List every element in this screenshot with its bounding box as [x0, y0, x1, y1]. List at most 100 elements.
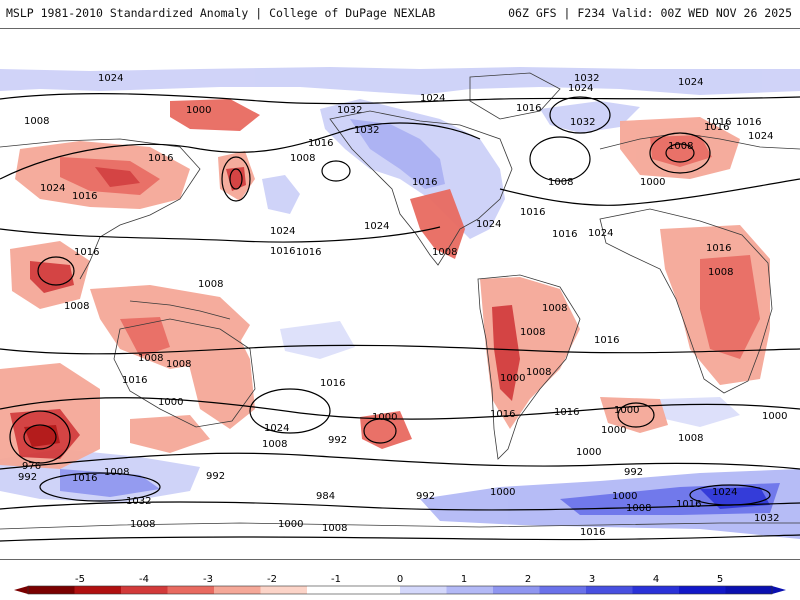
coast-north-america: [329, 110, 513, 266]
isobar-label: 1008: [708, 267, 733, 278]
colorbar-ticks: -5 -4 -3 -2 -1 0 1 2 3 4 5: [75, 574, 723, 585]
isobar-label: 1008: [548, 177, 573, 188]
coast-asia: [0, 138, 201, 280]
colorbar-tick-label: -5: [75, 574, 85, 585]
isobar-label: 1016: [552, 229, 577, 240]
isobar-southern-3: [0, 501, 800, 511]
coast-australia: [113, 318, 256, 428]
isobars: [0, 93, 800, 542]
isobar-label: 1016: [676, 499, 701, 510]
colorbar-swatch: [400, 586, 447, 594]
colorbar-swatch: [679, 586, 726, 594]
isobar-label: 976: [22, 461, 41, 472]
isobar-label: 1024: [588, 228, 613, 239]
isobar-label: 1008: [668, 141, 693, 152]
isobar-label: 1016: [736, 117, 761, 128]
colorbar-swatch: [214, 586, 261, 594]
low-center-south-atlantic: [617, 402, 655, 428]
colorbar-swatch: [632, 586, 680, 594]
isobar-subtropical-north: [0, 226, 441, 243]
isobar-north-pacific: [0, 122, 481, 180]
low-center-north-pacific: [221, 156, 251, 202]
isobar-label: 992: [206, 471, 225, 482]
isobar-atlantic: [499, 178, 800, 206]
low-center-south-pacific: [363, 418, 397, 444]
isobar-label: 1024: [476, 219, 501, 230]
isobar-label: 1000: [500, 373, 525, 384]
isobar-label: 1016: [122, 375, 147, 386]
isobar-label: 992: [328, 435, 347, 446]
low-center-north-atlantic-inner: [665, 143, 695, 163]
isobar-label: 1016: [72, 191, 97, 202]
colorbar-swatch: [307, 586, 354, 594]
coastlines: [0, 72, 800, 530]
isobar-label: 1016: [594, 335, 619, 346]
low-center-southern-indian-inner: [23, 424, 57, 450]
isobar-label: 992: [18, 472, 37, 483]
isobar-label: 1008: [64, 301, 89, 312]
isobar-southern-4: [0, 534, 800, 542]
isobar-label: 1000: [614, 405, 639, 416]
colorbar-swatch: [493, 586, 540, 594]
high-center-south-pacific: [249, 388, 331, 434]
isobar-label: 1008: [166, 359, 191, 370]
chart-title: MSLP 1981-2010 Standardized Anomaly | Co…: [6, 6, 436, 20]
isobar-label: 1024: [264, 423, 289, 434]
colorbar-swatch: [353, 586, 401, 594]
colorbar-swatch: [167, 586, 215, 594]
low-center-north-atlantic: [649, 132, 711, 174]
isobar-label: 1016: [72, 473, 97, 484]
isobar-label: 1000: [601, 425, 626, 436]
isobar-label: 1032: [126, 496, 151, 507]
negative-anomaly-shading: [0, 99, 770, 469]
colorbar-tick-label: 2: [525, 574, 531, 585]
isobar-label: 1016: [308, 138, 333, 149]
colorbar-swatch: [586, 586, 633, 594]
anomaly-blob-arctic: [0, 67, 800, 95]
isobar-label: 1008: [24, 116, 49, 127]
isobar-label: 1032: [754, 513, 779, 524]
isobar-label: 984: [316, 491, 335, 502]
colorbar-tick-label: -2: [267, 574, 277, 585]
isobar-label: 1024: [712, 487, 737, 498]
isobar-label: 1024: [98, 73, 123, 84]
colorbar-swatch: [725, 586, 773, 594]
colorbar-swatch: [121, 586, 168, 594]
isobar-southern-1: [0, 397, 800, 420]
coast-antarctica: [0, 522, 800, 530]
isobar-labels: 1024 1000 1008 1016 1024 1016 1016 1024 …: [18, 73, 787, 538]
anomaly-blob-east-asia-max: [95, 167, 140, 187]
colorbar-tick-label: 1: [461, 574, 467, 585]
colorbar-swatch: [28, 586, 75, 594]
isobar-label: 1032: [570, 117, 595, 128]
isobar-label: 1016: [320, 378, 345, 389]
isobar-label: 1008: [104, 467, 129, 478]
positive-anomaly-shading: [0, 67, 800, 539]
isobar-label: 1008: [198, 279, 223, 290]
isobar-label: 1016: [490, 409, 515, 420]
isobar-label: 1008: [542, 303, 567, 314]
isobar-label: 1016: [580, 527, 605, 538]
isobar-label: 1008: [678, 433, 703, 444]
colorbar-tick-label: 5: [717, 574, 723, 585]
colorbar: -5 -4 -3 -2 -1 0 1 2 3 4 5: [14, 574, 786, 595]
anomaly-map: 1024 1000 1008 1016 1024 1016 1016 1024 …: [0, 28, 800, 560]
anomaly-blob-north-america-core: [350, 119, 445, 189]
isobar-label: 1024: [420, 93, 445, 104]
isobar-label: 1032: [574, 73, 599, 84]
isobar-arctic-high: [0, 93, 800, 105]
colorbar-swatch: [539, 586, 587, 594]
coast-indonesia: [129, 300, 231, 320]
isobar-label: 1008: [322, 523, 347, 534]
colorbar-swatches: [14, 585, 786, 595]
anomaly-blob-southern-indian-max: [24, 425, 60, 447]
anomaly-blob-north-pacific: [262, 175, 300, 214]
colorbar-tick-label: 0: [397, 574, 403, 585]
anomaly-blob-mexico: [410, 189, 465, 259]
isobar-label: 1000: [576, 447, 601, 458]
isobar-label: 1008: [626, 503, 651, 514]
colorbar-outline: [27, 585, 773, 595]
isobar-label: 992: [416, 491, 435, 502]
isobar-label: 1024: [748, 131, 773, 142]
colorbar-tick-label: -3: [203, 574, 213, 585]
